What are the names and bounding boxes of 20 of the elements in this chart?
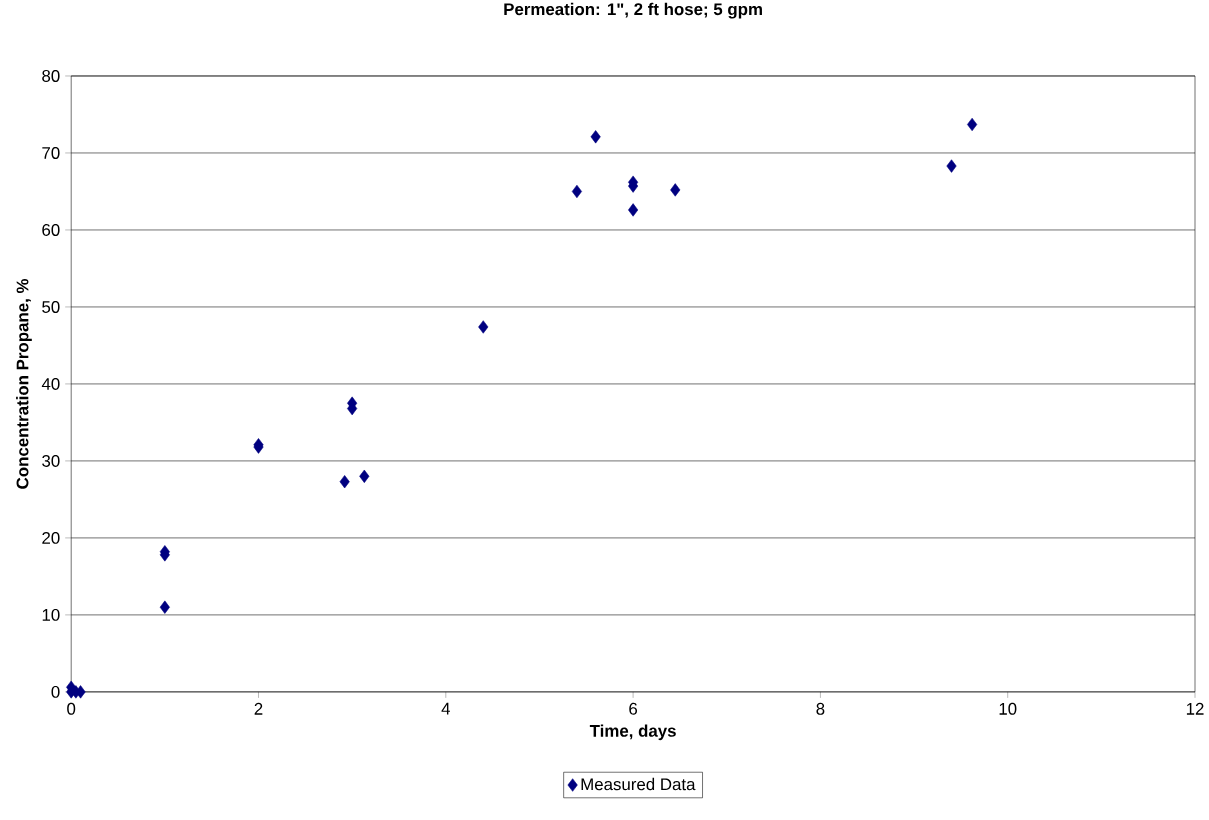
y-tick-label: 60 (42, 224, 60, 236)
x-axis-title: Time, days (589, 724, 676, 741)
y-axis-title: Concentration Propane, % (16, 279, 32, 489)
y-tick-label: 0 (51, 685, 60, 698)
y-tick-label: 10 (42, 608, 60, 621)
x-tick-label: 0 (67, 702, 76, 715)
y-tick-label: 30 (42, 455, 60, 467)
x-tick-label: 12 (1186, 702, 1204, 715)
chart-title: Permeation: 1", 2 ft hose; 5 gpm (504, 2, 762, 19)
y-tick-label: 20 (42, 532, 60, 544)
y-tick-label: 40 (41, 378, 60, 390)
x-tick-label: 8 (816, 702, 825, 715)
x-tick-label: 4 (441, 702, 450, 715)
y-tick-label: 80 (42, 70, 60, 82)
x-tick-label: 2 (254, 702, 263, 715)
x-tick-label: 10 (999, 702, 1017, 715)
x-tick-label: 6 (629, 702, 638, 715)
y-tick-label: 50 (42, 301, 60, 313)
y-tick-label: 70 (42, 147, 60, 159)
legend-label: Measured Data (581, 777, 696, 791)
